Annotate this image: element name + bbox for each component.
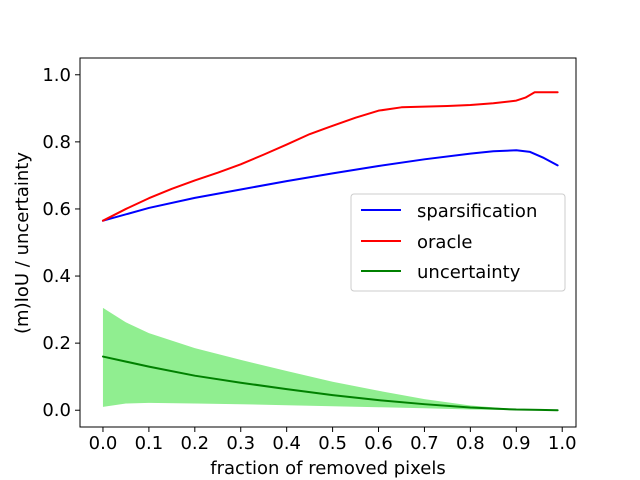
- x-tick-label: 0.9: [502, 433, 531, 454]
- axis-ticks: 0.0 0.1 0.2 0.3 0.4 0.5 0.6 0.7 0.8 0.9 1.0 0.0 0.2 0…: [42, 65, 576, 454]
- y-tick-label: 0.6: [42, 199, 71, 220]
- x-tick-label: 1.0: [548, 433, 577, 454]
- y-tick-label: 0.0: [42, 400, 71, 421]
- y-axis-label: (m)IoU / uncertainty: [12, 152, 33, 334]
- y-tick-label: 0.2: [42, 333, 71, 354]
- y-tick-label: 1.0: [42, 65, 71, 86]
- x-axis-label: fraction of removed pixels: [210, 458, 445, 479]
- series-line-sparsification: [101, 149, 559, 222]
- x-tick-label: 0.7: [410, 433, 439, 454]
- x-tick-label: 0.5: [318, 433, 347, 454]
- legend-label-uncertainty: uncertainty: [417, 262, 521, 283]
- x-tick-label: 0.6: [364, 433, 393, 454]
- x-tick-label: 0.4: [272, 433, 301, 454]
- legend-label-oracle: oracle: [417, 232, 472, 253]
- y-tick-label: 0.4: [42, 266, 71, 287]
- legend-label-sparsification: sparsification: [417, 201, 537, 222]
- legend: sparsification oracle uncertainty: [350, 193, 566, 292]
- x-tick-label: 0.1: [135, 433, 164, 454]
- legend-box: [350, 193, 566, 292]
- x-tick-label: 0.8: [456, 433, 485, 454]
- series-line-oracle: [101, 91, 559, 222]
- x-tick-label: 0.2: [180, 433, 209, 454]
- series-line-uncertainty: [101, 355, 559, 412]
- axes-frame: [79, 57, 577, 428]
- y-tick-label: 0.8: [42, 132, 71, 153]
- uncertainty-band: [102, 307, 558, 411]
- x-tick-label: 0.0: [89, 433, 118, 454]
- x-tick-label: 0.3: [226, 433, 255, 454]
- plot-area: [101, 91, 559, 412]
